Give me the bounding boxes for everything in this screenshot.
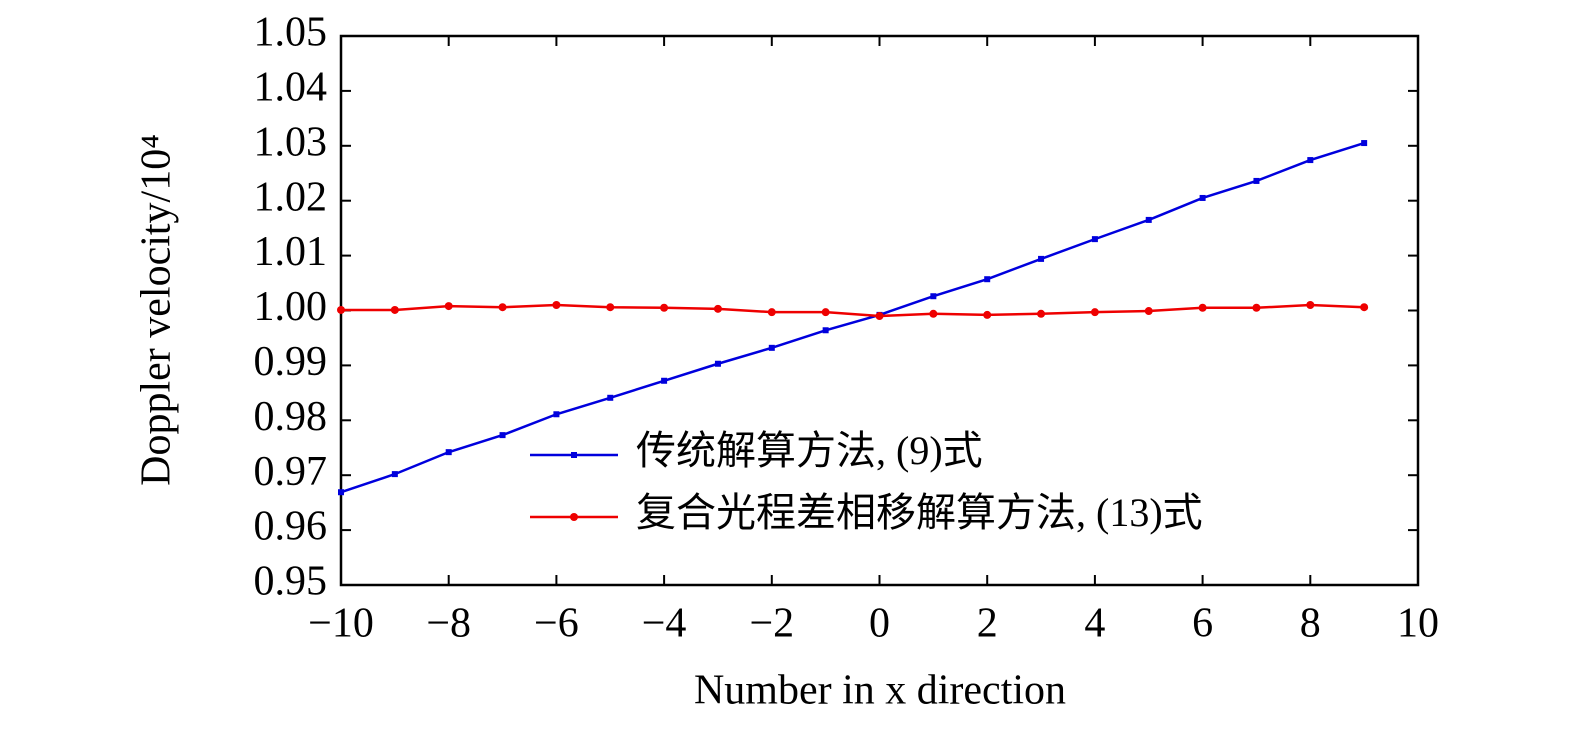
legend-marker: [571, 452, 577, 458]
marker: [661, 377, 668, 384]
y-tick-label: 0.97: [254, 449, 328, 495]
marker: [1199, 194, 1206, 201]
marker: [499, 432, 506, 439]
y-tick-label: 0.98: [254, 394, 328, 440]
y-tick-label: 1.04: [254, 65, 328, 111]
y-tick-label: 1.05: [254, 10, 328, 56]
x-tick-label: 10: [1397, 601, 1439, 647]
marker: [552, 301, 561, 310]
marker: [767, 308, 776, 317]
marker: [606, 303, 615, 312]
marker: [1307, 157, 1314, 164]
marker: [984, 276, 991, 283]
marker: [553, 411, 560, 418]
marker: [391, 471, 398, 478]
marker: [337, 305, 345, 314]
marker: [714, 360, 721, 367]
y-tick-label: 0.95: [254, 559, 328, 605]
series-line: [340, 141, 1365, 494]
marker: [390, 305, 399, 314]
marker: [607, 394, 614, 401]
y-axis-title: Doppler velocity/10⁴: [134, 134, 180, 486]
marker: [1145, 216, 1152, 223]
x-tick-label: −4: [642, 601, 687, 647]
series-line: [341, 303, 1365, 318]
marker: [660, 303, 669, 312]
marker: [930, 293, 937, 300]
legend-marker: [570, 513, 578, 521]
marker: [1198, 303, 1207, 312]
marker: [1306, 301, 1315, 310]
marker: [1038, 255, 1045, 262]
y-tick-label: 1.03: [254, 119, 328, 165]
marker: [1361, 140, 1368, 147]
x-tick-label: −10: [308, 601, 374, 647]
x-tick-label: 2: [977, 601, 998, 647]
marker: [1360, 303, 1369, 312]
x-tick-label: −2: [749, 601, 794, 647]
y-tick-label: 1.01: [254, 229, 328, 275]
marker: [338, 489, 344, 496]
marker: [444, 302, 453, 311]
x-tick-label: 6: [1192, 601, 1213, 647]
marker: [822, 327, 829, 334]
y-tick-label: 1.02: [254, 174, 328, 220]
legend-label: 传统解算方法, (9)式: [636, 428, 983, 473]
marker: [1091, 236, 1098, 243]
marker: [929, 309, 938, 318]
x-tick-label: −6: [534, 601, 579, 647]
x-tick-label: −8: [426, 601, 471, 647]
marker: [1252, 303, 1261, 312]
marker: [1144, 307, 1153, 316]
x-axis-title: Number in x direction: [694, 668, 1066, 714]
y-tick-label: 0.96: [254, 504, 328, 550]
marker: [498, 303, 507, 312]
marker: [821, 308, 830, 317]
marker: [713, 304, 722, 313]
x-tick-label: 4: [1084, 601, 1105, 647]
marker: [875, 311, 884, 320]
y-tick-label: 0.99: [254, 339, 328, 385]
marker: [445, 449, 452, 456]
marker: [1037, 309, 1046, 318]
y-tick-label: 1.00: [254, 284, 328, 330]
marker: [1253, 177, 1260, 184]
marker: [1090, 308, 1099, 317]
x-tick-label: 8: [1300, 601, 1321, 647]
x-tick-label: 0: [869, 601, 890, 647]
legend-label: 复合光程差相移解算方法, (13)式: [636, 490, 1203, 535]
marker: [983, 310, 992, 319]
marker: [768, 344, 775, 351]
